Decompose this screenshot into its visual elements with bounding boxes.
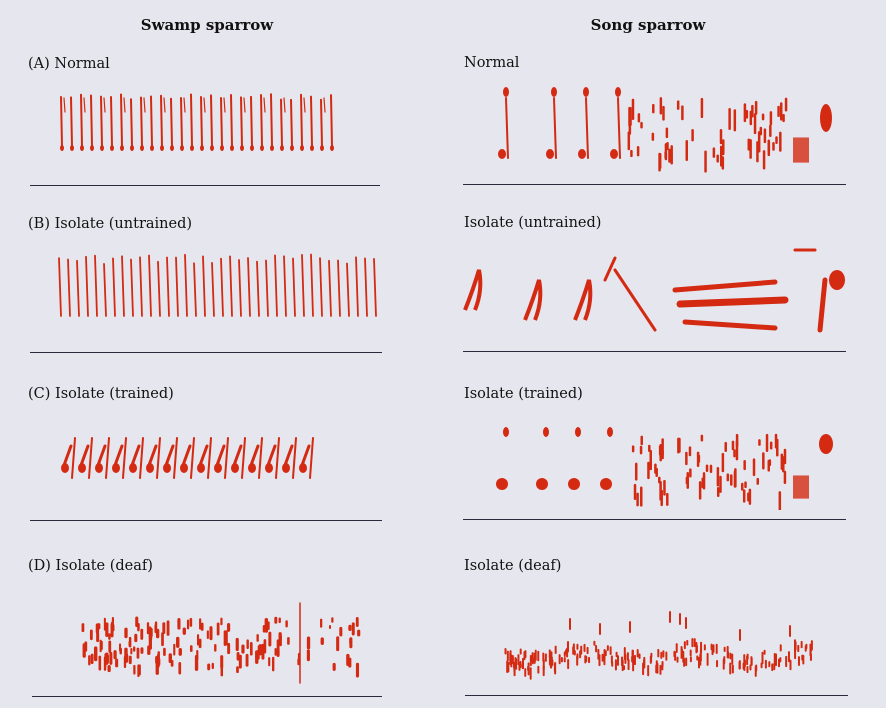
baseline-song-untrained [463,351,846,352]
baseline-song-trained [463,519,846,520]
label-song-trained: Isolate (trained) [464,386,583,402]
baseline-swamp-normal [30,185,380,186]
sonogram-song-untrained [463,248,845,333]
baseline-song-normal [463,184,846,185]
sonogram-swamp-untrained [58,253,377,317]
sonogram-swamp-deaf [81,602,361,684]
baseline-swamp-untrained [30,352,382,353]
sonogram-swamp-trained [61,437,314,479]
label-swamp-untrained: (B) Isolate (untrained) [28,216,193,232]
baseline-song-deaf [465,695,848,696]
baseline-swamp-deaf [32,696,382,697]
baseline-swamp-trained [30,520,382,521]
label-swamp-deaf: (D) Isolate (deaf) [28,558,153,574]
sonogram-swamp-normal [60,93,334,151]
label-swamp-normal: (A) Normal [28,56,110,72]
label-song-deaf: Isolate (deaf) [464,558,562,574]
label-swamp-trained: (C) Isolate (trained) [28,386,174,402]
song-sparrow-title: Song sparrow [590,16,706,34]
sonogram-song-deaf [504,611,813,680]
sonogram-song-trained [496,427,833,510]
sonogram-song-normal [498,87,832,173]
label-song-normal: Normal [464,55,520,71]
label-song-untrained: Isolate (untrained) [464,215,602,231]
swamp-sparrow-title: Swamp sparrow [140,16,274,34]
